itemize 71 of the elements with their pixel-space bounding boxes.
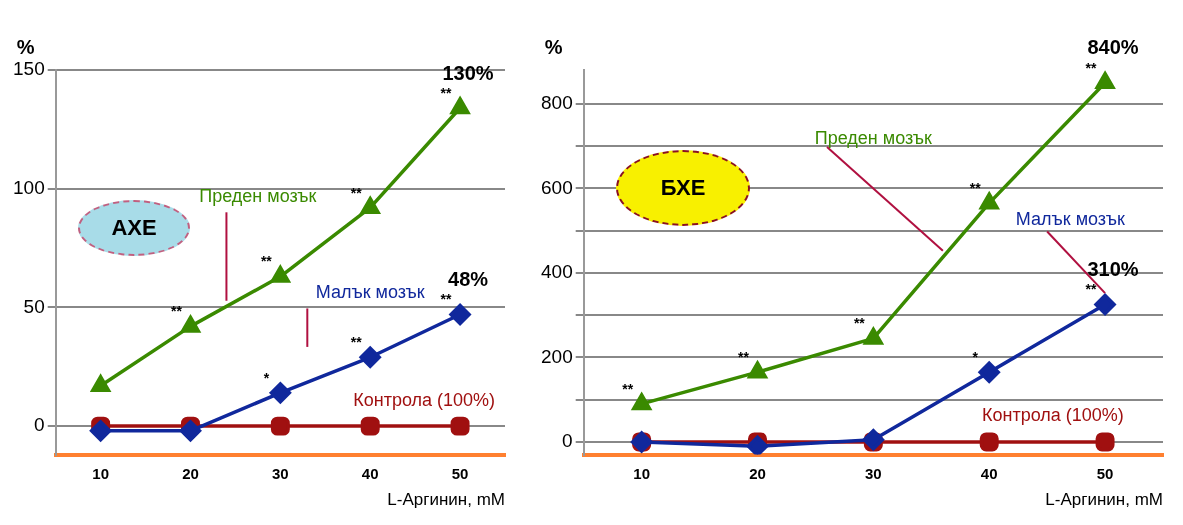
point xyxy=(1095,432,1115,452)
annotation: ** xyxy=(260,253,273,270)
annotation: ** xyxy=(1085,59,1098,76)
annotation: ** xyxy=(969,179,982,196)
annotation: ** xyxy=(440,84,453,101)
annotation: 840% xyxy=(1087,36,1139,59)
text: Малък мозък xyxy=(1015,208,1125,229)
point xyxy=(179,420,202,442)
x-tick-label: 30 xyxy=(272,464,289,482)
x-tick-label: 10 xyxy=(92,464,109,482)
series-label: Контрола (100%) xyxy=(982,405,1124,426)
x-tick-label: 40 xyxy=(361,464,379,482)
point xyxy=(979,192,999,210)
x-tick-label: 20 xyxy=(749,464,766,482)
point xyxy=(269,382,292,404)
point xyxy=(1095,71,1115,89)
annotation: ** xyxy=(171,303,183,320)
x-tick-label: 50 xyxy=(451,464,469,482)
annotation: ** xyxy=(440,291,453,308)
annotation: ** xyxy=(738,349,750,366)
point xyxy=(747,361,768,379)
y-tick-label: 150 xyxy=(13,58,45,80)
point xyxy=(359,346,381,369)
oval-badge: БХЕ xyxy=(616,150,750,226)
annotation: * xyxy=(263,369,270,386)
y-tick-label: 0 xyxy=(34,414,45,436)
series-label: Контрола (100%) xyxy=(353,389,496,410)
point xyxy=(450,416,470,436)
annotation: ** xyxy=(1085,281,1098,298)
y-tick-label: 100 xyxy=(13,176,45,198)
annotation: ** xyxy=(350,184,363,201)
annotation: 310% xyxy=(1087,258,1139,281)
point xyxy=(360,416,380,436)
point xyxy=(1094,293,1116,316)
oval-badge: АХЕ xyxy=(78,200,190,256)
x-tick-label: 10 xyxy=(633,464,650,482)
point xyxy=(180,315,201,333)
y-axis-title: % xyxy=(16,35,35,58)
annotation: ** xyxy=(350,334,363,351)
annotation: ** xyxy=(622,380,634,397)
point xyxy=(89,420,112,442)
annotation: * xyxy=(972,349,979,366)
annotation: 130% xyxy=(442,61,494,84)
x-axis-title: L-Аргинин, mM xyxy=(387,490,505,510)
point xyxy=(979,432,999,452)
point xyxy=(450,97,470,115)
text: Преден мозък xyxy=(814,128,933,149)
x-tick-label: 30 xyxy=(865,464,882,482)
y-tick-label: 0 xyxy=(562,430,573,452)
annotation: 48% xyxy=(448,268,489,291)
x-tick-label: 20 xyxy=(182,464,199,482)
point xyxy=(863,327,883,345)
point xyxy=(449,303,471,326)
point xyxy=(632,393,652,411)
series-label: Малък мозък xyxy=(315,282,425,303)
annotation: ** xyxy=(853,315,866,332)
y-axis-title: % xyxy=(544,35,563,58)
series-label: Преден мозък xyxy=(199,185,317,206)
x-tick-label: 50 xyxy=(1096,464,1114,482)
x-tick-label: 40 xyxy=(980,464,998,482)
x-axis-title: L-Аргинин, mM xyxy=(1045,490,1163,510)
point xyxy=(270,265,290,283)
y-tick-label: 400 xyxy=(541,261,573,283)
point xyxy=(978,361,1000,383)
y-tick-label: 50 xyxy=(23,295,45,317)
point xyxy=(91,375,111,392)
point xyxy=(360,196,380,214)
point xyxy=(270,416,290,436)
y-tick-label: 600 xyxy=(541,176,573,198)
y-tick-label: 800 xyxy=(541,92,573,114)
y-tick-label: 200 xyxy=(541,345,573,367)
